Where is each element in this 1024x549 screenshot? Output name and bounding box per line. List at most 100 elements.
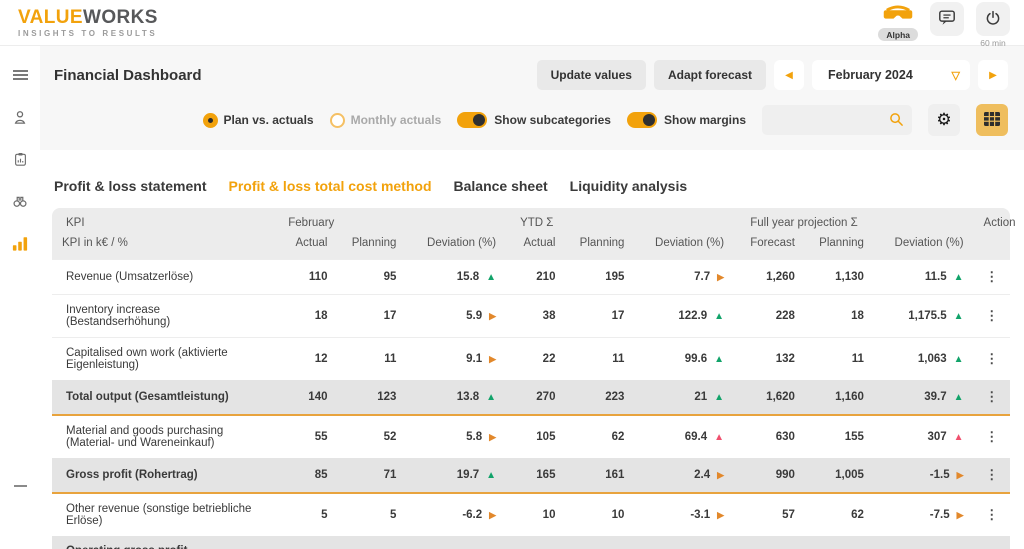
menu-icon[interactable] <box>11 66 29 84</box>
profile-icon[interactable] <box>11 108 29 126</box>
row-menu-button[interactable]: ⋮ <box>973 536 1010 549</box>
value-cell: 990 <box>734 458 805 494</box>
deviation-cell: 39.7 ▲ <box>873 380 974 416</box>
previous-period-button[interactable]: ◀ <box>774 60 804 90</box>
value-cell: 155 <box>804 414 874 458</box>
deviation-cell: 5.8 ▶ <box>406 414 507 458</box>
row-menu-button[interactable]: ⋮ <box>973 294 1010 338</box>
table-grid-icon <box>984 111 1000 129</box>
period-select[interactable]: February 2024 ▽ <box>812 60 970 90</box>
trend-good-icon: ▲ <box>486 272 497 283</box>
dashboard-chart-icon[interactable] <box>11 234 29 252</box>
radio-plan-vs-actuals[interactable]: Plan vs. actuals <box>202 112 314 128</box>
toggle-show-subcategories[interactable]: Show subcategories <box>457 112 611 128</box>
toggle-label: Show subcategories <box>494 113 611 127</box>
main-content: Financial Dashboard Update values Adapt … <box>40 46 1024 549</box>
col-kpi-unit: KPI in k€ / % <box>52 233 275 260</box>
table-row: Gross profit (Rohertrag) 85 71 19.7 ▲ 165 161 2… <box>52 458 1010 494</box>
search-icon <box>889 112 904 132</box>
trend-good-icon: ▲ <box>486 392 497 403</box>
value-cell: 11 <box>337 337 407 380</box>
view-controls: Plan vs. actuals Monthly actuals Show su… <box>54 104 1008 136</box>
gear-icon: ⚙ <box>936 110 952 129</box>
deviation-cell: 15.8 ▲ <box>406 259 507 295</box>
trend-neutral-icon: ▶ <box>956 470 964 480</box>
row-menu-button[interactable]: ⋮ <box>973 380 1010 416</box>
value-cell: 62 <box>565 414 635 458</box>
deviation-cell: 9.1 ▶ <box>406 337 507 380</box>
toggle-show-margins[interactable]: Show margins <box>626 112 746 128</box>
value-cell: 76 <box>337 536 407 549</box>
toggle-on-icon <box>626 112 657 128</box>
deviation-cell: 1,063 ▲ <box>873 337 974 380</box>
value-cell: 1,130 <box>804 259 874 295</box>
value-cell: 195 <box>565 259 635 295</box>
deviation-cell: 18.1▲ <box>406 536 507 549</box>
deviation-cell: 5.9 ▶ <box>406 294 507 338</box>
settings-button[interactable]: ⚙ <box>928 104 960 136</box>
vr-headset-icon <box>883 3 913 26</box>
col-full-year: Full year projection Σ <box>734 208 874 233</box>
trend-neutral-icon: ▶ <box>717 272 725 282</box>
deviation-cell: -3.1 ▶ <box>634 492 735 536</box>
deviation-cell: 122.9 ▲ <box>634 294 735 338</box>
topbar-actions: Alpha 60 min <box>878 0 1010 48</box>
row-menu-button[interactable]: ⋮ <box>973 259 1010 295</box>
col-deviation: Deviation (%) <box>634 233 735 260</box>
deviation-cell: 13.8 ▲ <box>406 380 507 416</box>
radio-label: Plan vs. actuals <box>223 113 314 127</box>
feedback-icon <box>938 8 956 30</box>
value-cell: 12 <box>274 337 338 380</box>
col-february: February <box>274 208 338 233</box>
value-cell: 90 <box>274 536 338 549</box>
adapt-forecast-button[interactable]: Adapt forecast <box>653 60 766 90</box>
col-deviation: Deviation (%) <box>406 233 507 260</box>
period-select-value: February 2024 <box>828 68 913 82</box>
collapse-handle[interactable] <box>13 485 27 487</box>
deviation-cell: 69.4 ▲ <box>634 414 735 458</box>
deviation-cell: 2.4 ▶ <box>634 458 735 494</box>
search-input[interactable] <box>762 105 912 135</box>
radio-unselected-icon <box>329 112 345 128</box>
kpi-name-cell: Capitalised own work (aktivierte Eigenle… <box>52 337 275 380</box>
kpi-table: KPI February YTD Σ Full year projection … <box>52 208 1016 549</box>
sidebar <box>0 46 40 549</box>
deviation-cell: 2.1▶ <box>634 536 735 549</box>
deviation-cell: -7.5 ▶ <box>873 492 974 536</box>
value-cell: 11 <box>565 337 635 380</box>
alpha-badge: Alpha <box>878 28 918 41</box>
value-cell: 1,160 <box>804 380 874 416</box>
vr-headset-button[interactable] <box>883 2 913 26</box>
kpi-name-cell: Gross profit (Rohertrag) <box>52 458 275 494</box>
radio-monthly-actuals[interactable]: Monthly actuals <box>329 112 441 128</box>
tab-liquidity-analysis[interactable]: Liquidity analysis <box>569 178 688 194</box>
binoculars-icon[interactable] <box>11 192 29 210</box>
table-row: Total output (Gesamtleistung) 140 123 13.8 ▲… <box>52 380 1010 416</box>
trend-good-icon: ▲ <box>714 354 725 365</box>
row-menu-button[interactable]: ⋮ <box>973 414 1010 458</box>
value-cell: 57 <box>734 492 805 536</box>
row-menu-button[interactable]: ⋮ <box>973 458 1010 494</box>
value-cell: 1,047 <box>734 536 805 549</box>
radio-selected-icon <box>202 112 218 128</box>
row-menu-button[interactable]: ⋮ <box>973 337 1010 380</box>
table-row: Operating gross profit (Betrieblicher Ro… <box>52 536 1010 549</box>
update-values-button[interactable]: Update values <box>536 60 646 90</box>
power-button[interactable] <box>976 2 1010 36</box>
tab-balance-sheet[interactable]: Balance sheet <box>453 178 548 194</box>
vr-mode-group: Alpha <box>878 2 918 41</box>
tab-profit-loss-total-cost-method[interactable]: Profit & loss total cost method <box>228 178 432 194</box>
tab-profit-loss-statement[interactable]: Profit & loss statement <box>54 178 207 194</box>
col-action: Action <box>973 208 1016 233</box>
feedback-button[interactable] <box>930 2 964 36</box>
table-view-button[interactable] <box>976 104 1008 136</box>
trend-good-icon: ▲ <box>486 470 497 481</box>
kpi-table-body: Revenue (Umsatzerlöse) 110 95 15.8 ▲ 210 195 7.… <box>52 259 1010 549</box>
value-cell: 10 <box>565 492 635 536</box>
trend-neutral-icon: ▶ <box>956 510 964 520</box>
value-cell: 17 <box>337 294 407 338</box>
report-icon[interactable] <box>11 150 29 168</box>
next-period-button[interactable]: ▶ <box>978 60 1008 90</box>
value-cell: 223 <box>565 380 635 416</box>
row-menu-button[interactable]: ⋮ <box>973 492 1010 536</box>
